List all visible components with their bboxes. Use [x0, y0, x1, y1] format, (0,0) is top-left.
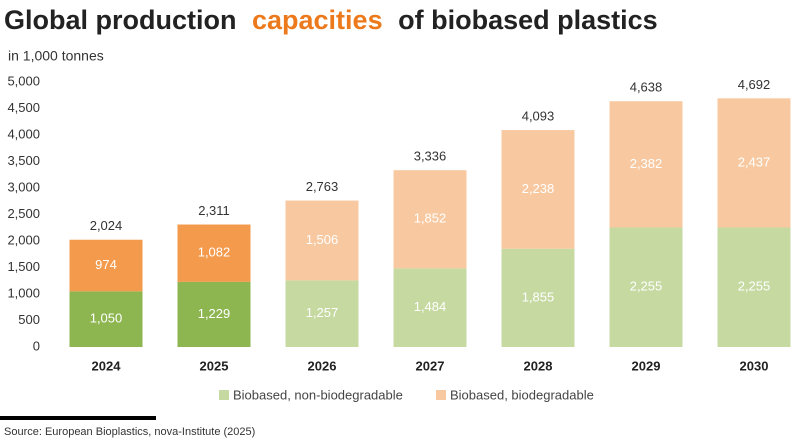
y-tick-label: 2,500: [7, 206, 40, 221]
y-tick-label: 0: [33, 338, 40, 353]
y-tick-label: 3,500: [7, 153, 40, 168]
bar-segment: [69, 239, 143, 292]
segment-label: 974: [95, 257, 117, 272]
segment-label: 2,238: [522, 181, 555, 196]
x-tick-label: 2027: [416, 358, 445, 373]
bar-segment: [393, 268, 467, 347]
y-tick-label: 500: [18, 312, 40, 327]
bar-segment: [609, 101, 683, 228]
total-label: 2,024: [90, 218, 123, 233]
bar-segment: [717, 98, 791, 228]
x-tick-label: 2026: [308, 358, 337, 373]
bar-segment: [609, 227, 683, 347]
bar-segment: [393, 170, 467, 269]
total-label: 4,093: [522, 109, 555, 124]
x-tick-label: 2030: [740, 358, 769, 373]
legend-swatch: [436, 390, 446, 400]
bar-segment: [177, 224, 251, 282]
y-tick-label: 2,000: [7, 232, 40, 247]
bar-segment: [177, 281, 251, 347]
x-tick-label: 2024: [92, 358, 122, 373]
x-tick-label: 2025: [200, 358, 229, 373]
title-part: of biobased plastics: [398, 5, 658, 35]
chart-title: Global production capacities of biobased…: [4, 5, 658, 35]
bar-segment: [285, 280, 359, 347]
y-tick-label: 3,000: [7, 179, 40, 194]
segment-label: 1,855: [522, 289, 555, 304]
source-rule: [0, 416, 156, 420]
bar-segment: [501, 248, 575, 347]
y-tick-label: 1,000: [7, 285, 40, 300]
total-label: 2,311: [198, 203, 230, 218]
total-label: 4,692: [738, 77, 771, 92]
total-label: 2,763: [306, 179, 339, 194]
segment-label: 1,229: [198, 306, 231, 321]
segment-label: 1,506: [306, 232, 339, 247]
x-tick-label: 2028: [524, 358, 553, 373]
segment-label: 2,437: [738, 154, 771, 169]
legend-label: Biobased, non-biodegradable: [233, 387, 403, 402]
title-highlight: capacities: [252, 5, 383, 35]
segment-label: 1,050: [90, 311, 123, 326]
segment-label: 2,255: [630, 279, 663, 294]
total-label: 4,638: [630, 80, 663, 95]
bar-segment: [501, 130, 575, 249]
segment-label: 1,484: [414, 299, 447, 314]
y-tick-label: 4,000: [7, 126, 40, 141]
bar-segment: [717, 227, 791, 347]
segment-label: 1,852: [414, 211, 447, 226]
y-tick-label: 4,500: [7, 100, 40, 115]
legend-label: Biobased, biodegradable: [450, 387, 594, 402]
bar-segment: [285, 200, 359, 281]
segment-label: 1,257: [306, 305, 339, 320]
y-tick-label: 5,000: [7, 73, 40, 88]
segment-label: 2,382: [630, 156, 663, 171]
bar-segment: [69, 291, 143, 347]
title-part: Global production: [4, 5, 236, 35]
subtitle: in 1,000 tonnes: [8, 48, 104, 64]
legend-swatch: [219, 390, 229, 400]
total-label: 3,336: [414, 149, 447, 164]
y-tick-label: 1,500: [7, 259, 40, 274]
segment-label: 2,255: [738, 279, 771, 294]
x-tick-label: 2029: [632, 358, 661, 373]
source: Source: European Bioplastics, nova-Insti…: [4, 426, 255, 438]
segment-label: 1,082: [198, 245, 231, 260]
